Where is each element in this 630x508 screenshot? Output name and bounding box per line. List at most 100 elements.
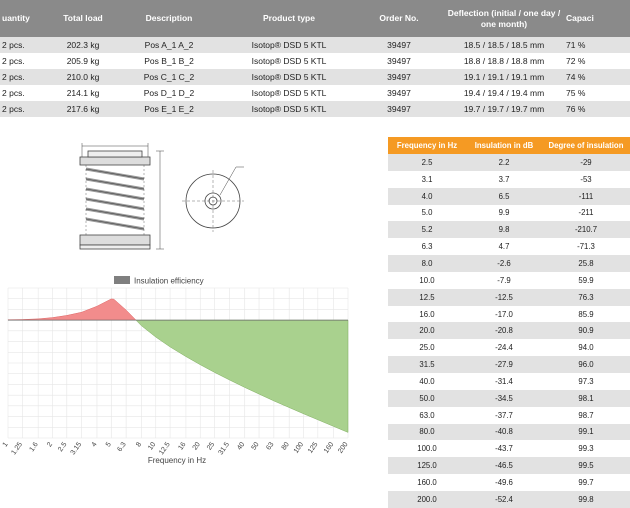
table-row: 40.0 -31.4 97.3 xyxy=(388,372,630,390)
cell-deflection: 19.1 / 19.1 / 19.1 mm xyxy=(444,69,564,85)
cell-product-type: Isotop® DSD 5 KTL xyxy=(224,69,354,85)
table-row: 6.3 4.7 -71.3 xyxy=(388,238,630,256)
table-row: 50.0 -34.5 98.1 xyxy=(388,389,630,407)
amplification-area xyxy=(7,298,137,321)
insulation-table: Frequency in Hz Insulation in dB Degree … xyxy=(388,137,630,508)
header-description: Description xyxy=(114,0,224,37)
cell-insulation-db: -37.7 xyxy=(466,406,542,424)
cell-insulation-db: -17.0 xyxy=(466,305,542,323)
cell-product-type: Isotop® DSD 5 KTL xyxy=(224,53,354,69)
cell-frequency: 25.0 xyxy=(388,339,466,357)
cell-order-no: 39497 xyxy=(354,37,444,53)
cell-degree: 99.3 xyxy=(542,440,630,458)
cell-order-no: 39497 xyxy=(354,101,444,117)
cell-frequency: 40.0 xyxy=(388,372,466,390)
header-deflection: Deflection (initial / one day / one mont… xyxy=(444,0,564,37)
cell-degree: 98.7 xyxy=(542,406,630,424)
cell-capacity: 74 % xyxy=(564,69,630,85)
cell-frequency: 160.0 xyxy=(388,474,466,491)
cell-degree: -29 xyxy=(542,154,630,171)
cell-product-type: Isotop® DSD 5 KTL xyxy=(224,101,354,117)
table-row: 20.0 -20.8 90.9 xyxy=(388,322,630,340)
table-row: 2 pcs. 202.3 kg Pos A_1 A_2 Isotop® DSD … xyxy=(0,37,630,53)
cell-degree: 76.3 xyxy=(542,288,630,306)
cell-frequency: 5.0 xyxy=(388,204,466,222)
cell-capacity: 72 % xyxy=(564,53,630,69)
cell-degree: 90.9 xyxy=(542,322,630,340)
header-quantity: uantity xyxy=(0,0,52,37)
cell-degree: 99.1 xyxy=(542,423,630,441)
cell-frequency: 8.0 xyxy=(388,255,466,272)
table-row: 10.0 -7.9 59.9 xyxy=(388,271,630,289)
cell-product-type: Isotop® DSD 5 KTL xyxy=(224,85,354,101)
x-tick-label: 200 xyxy=(337,441,349,455)
cell-quantity: 2 pcs. xyxy=(0,85,52,101)
header-frequency: Frequency in Hz xyxy=(388,137,466,154)
cell-quantity: 2 pcs. xyxy=(0,37,52,53)
cell-description: Pos C_1 C_2 xyxy=(114,69,224,85)
cell-description: Pos D_1 D_2 xyxy=(114,85,224,101)
cell-degree: -211 xyxy=(542,204,630,222)
cell-insulation-db: 9.9 xyxy=(466,204,542,222)
cell-insulation-db: -52.4 xyxy=(466,490,542,508)
cell-insulation-db: 2.2 xyxy=(466,154,542,171)
header-order-no: Order No. xyxy=(354,0,444,37)
cell-degree: 99.7 xyxy=(542,474,630,491)
x-tick-label: 2.5 xyxy=(57,441,68,453)
x-tick-label: 8 xyxy=(135,441,143,448)
table-row: 3.1 3.7 -53 xyxy=(388,170,630,188)
cell-degree: 85.9 xyxy=(542,305,630,323)
table-row: 2 pcs. 214.1 kg Pos D_1 D_2 Isotop® DSD … xyxy=(0,85,630,101)
header-degree: Degree of insulation xyxy=(542,137,630,154)
x-tick-label: 1.25 xyxy=(10,441,24,456)
cell-insulation-db: -49.6 xyxy=(466,474,542,491)
cell-description: Pos E_1 E_2 xyxy=(114,101,224,117)
cell-insulation-db: -27.9 xyxy=(466,356,542,373)
cell-frequency: 3.1 xyxy=(388,170,466,188)
header-insulation-db: Insulation in dB xyxy=(466,137,542,154)
table-row: 80.0 -40.8 99.1 xyxy=(388,423,630,441)
cell-frequency: 20.0 xyxy=(388,322,466,340)
cell-order-no: 39497 xyxy=(354,69,444,85)
cell-frequency: 200.0 xyxy=(388,490,466,508)
table-row: 5.0 9.9 -211 xyxy=(388,204,630,222)
legend-swatch xyxy=(114,276,130,284)
table-row: 2.5 2.2 -29 xyxy=(388,154,630,171)
cell-degree: -210.7 xyxy=(542,221,630,239)
cell-product-type: Isotop® DSD 5 KTL xyxy=(224,37,354,53)
x-axis-label: Frequency in Hz xyxy=(148,456,206,465)
insulation-table-body: 2.5 2.2 -29 3.1 3.7 -53 4.0 6.5 -111 5.0 9.9 -211 5.… xyxy=(388,154,630,508)
cell-description: Pos B_1 B_2 xyxy=(114,53,224,69)
cell-deflection: 19.7 / 19.7 / 19.7 mm xyxy=(444,101,564,117)
cell-frequency: 6.3 xyxy=(388,238,466,256)
table-row: 2 pcs. 217.6 kg Pos E_1 E_2 Isotop® DSD … xyxy=(0,101,630,117)
x-tick-label: 5 xyxy=(105,441,113,448)
cell-degree: 98.1 xyxy=(542,389,630,407)
x-tick-label: 6.3 xyxy=(116,441,127,453)
cell-deflection: 18.8 / 18.8 / 18.8 mm xyxy=(444,53,564,69)
cell-insulation-db: -43.7 xyxy=(466,440,542,458)
cell-deflection: 19.4 / 19.4 / 19.4 mm xyxy=(444,85,564,101)
cell-total-load: 202.3 kg xyxy=(52,37,114,53)
cell-degree: 59.9 xyxy=(542,271,630,289)
x-tick-label: 12.5 xyxy=(158,441,172,456)
x-tick-label: 16 xyxy=(177,441,187,451)
insulation-table-header: Frequency in Hz Insulation in dB Degree … xyxy=(388,137,630,154)
cell-frequency: 100.0 xyxy=(388,440,466,458)
cell-total-load: 205.9 kg xyxy=(52,53,114,69)
x-tick-label: 10 xyxy=(147,441,157,451)
cell-capacity: 76 % xyxy=(564,101,630,117)
header-capacity: Capaci xyxy=(564,0,630,37)
cell-capacity: 71 % xyxy=(564,37,630,53)
cell-insulation-db: -34.5 xyxy=(466,389,542,407)
x-tick-label: 25 xyxy=(206,441,216,451)
cell-degree: 94.0 xyxy=(542,339,630,357)
cell-insulation-db: 9.8 xyxy=(466,221,542,239)
cell-order-no: 39497 xyxy=(354,85,444,101)
cell-degree: 99.8 xyxy=(542,490,630,508)
x-tick-label: 125 xyxy=(307,441,319,455)
cell-insulation-db: -24.4 xyxy=(466,339,542,357)
side-view-drawing xyxy=(79,143,164,250)
cell-deflection: 18.5 / 18.5 / 18.5 mm xyxy=(444,37,564,53)
product-table-header: uantity Total load Description Product t… xyxy=(0,0,630,37)
